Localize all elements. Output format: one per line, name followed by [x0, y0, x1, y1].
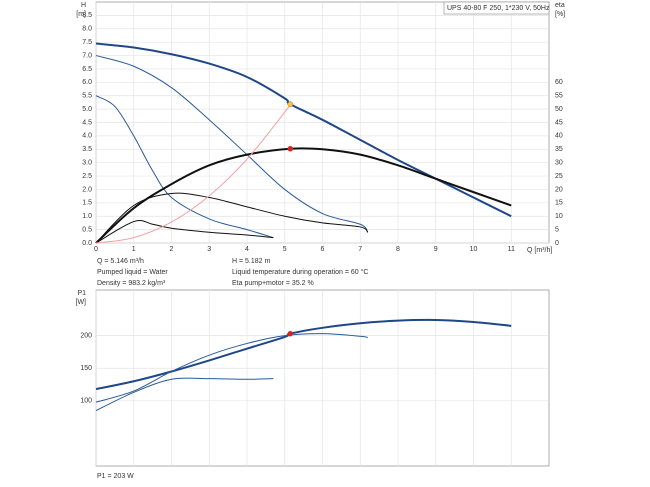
chart-title: UPS 40-80 F 250, 1*230 V, 50Hz [447, 5, 550, 12]
x-tick-label: 11 [508, 246, 515, 253]
x-tick-label: 1 [132, 246, 136, 253]
y2-axis-label: [%] [555, 11, 565, 18]
annotation: Density = 983.2 kg/m³ [97, 280, 166, 287]
y-tick-label: 8.5 [82, 12, 92, 19]
y2-tick-label: 45 [555, 119, 563, 126]
y-tick-label: 0.5 [82, 226, 92, 233]
operating-point [287, 101, 294, 108]
x-tick-label: 7 [358, 246, 362, 253]
y-tick-label: 0.0 [82, 240, 92, 247]
y-tick-label: 5.5 [82, 93, 92, 100]
annotation: P1 = 203 W [97, 473, 134, 480]
x-tick-label: 9 [434, 246, 438, 253]
y2-tick-label: 35 [555, 146, 563, 153]
y2-tick-label: 25 [555, 173, 563, 180]
curve [95, 103, 291, 244]
y2-tick-label: 60 [555, 79, 563, 86]
y-tick-label: 7.0 [82, 52, 92, 59]
y2-tick-label: 15 [555, 200, 563, 207]
y-tick-label: 6.5 [82, 66, 92, 73]
x-tick-label: 3 [207, 246, 211, 253]
y-tick-label: 8.0 [82, 26, 92, 33]
y2-axis-label: eta [555, 2, 565, 9]
curve [95, 377, 274, 412]
y2-tick-label: 20 [555, 186, 563, 193]
y-tick-label: 2.0 [82, 186, 92, 193]
x-tick-label: 2 [170, 246, 174, 253]
curve [95, 192, 369, 244]
y-tick-label: 3.5 [82, 146, 92, 153]
y-tick-label: 7.5 [82, 39, 92, 46]
curve [95, 220, 274, 244]
x-tick-label: 6 [321, 246, 325, 253]
y-tick-label: 4.5 [82, 119, 92, 126]
x-tick-label: 5 [283, 246, 287, 253]
x-tick-label: 4 [245, 246, 249, 253]
annotation: H = 5.182 m [232, 258, 270, 265]
x-tick-label: 0 [94, 246, 98, 253]
y-axis-label: [W] [76, 299, 87, 306]
y2-tick-label: 10 [555, 213, 563, 220]
y-tick-label: 5.0 [82, 106, 92, 113]
y-tick-label: 2.5 [82, 173, 92, 180]
y2-tick-label: 55 [555, 93, 563, 100]
y-axis-label: [m] [76, 11, 86, 18]
y-tick-label: 100 [80, 398, 92, 405]
annotation: Q = 5.146 m³/h [97, 258, 144, 265]
y2-tick-label: 5 [555, 226, 559, 233]
y-axis-label: H [81, 2, 86, 9]
curve [95, 95, 274, 239]
operating-point [287, 145, 294, 152]
y-tick-label: 6.0 [82, 79, 92, 86]
y-tick-label: 3.0 [82, 160, 92, 167]
y-tick-label: 200 [80, 332, 92, 339]
y-axis-label: P1 [77, 290, 86, 297]
y2-tick-label: 30 [555, 160, 563, 167]
curve [95, 147, 512, 244]
x-axis-label: Q [m³/h] [527, 247, 552, 254]
annotation: Eta pump+motor = 35.2 % [232, 280, 314, 287]
x-tick-label: 8 [396, 246, 400, 253]
operating-point [287, 330, 294, 337]
y2-tick-label: 40 [555, 133, 563, 140]
y-tick-label: 4.0 [82, 133, 92, 140]
title-box [443, 1, 550, 15]
y-tick-label: 1.5 [82, 200, 92, 207]
x-tick-label: 10 [470, 246, 478, 253]
y-tick-label: 150 [80, 365, 92, 372]
y2-tick-label: 0 [555, 240, 559, 247]
annotation: Liquid temperature during operation = 60… [232, 268, 368, 276]
y-tick-label: 1.0 [82, 213, 92, 220]
curve [95, 333, 368, 403]
y2-tick-label: 50 [555, 106, 563, 113]
annotation: Pumped liquid = Water [97, 269, 168, 276]
